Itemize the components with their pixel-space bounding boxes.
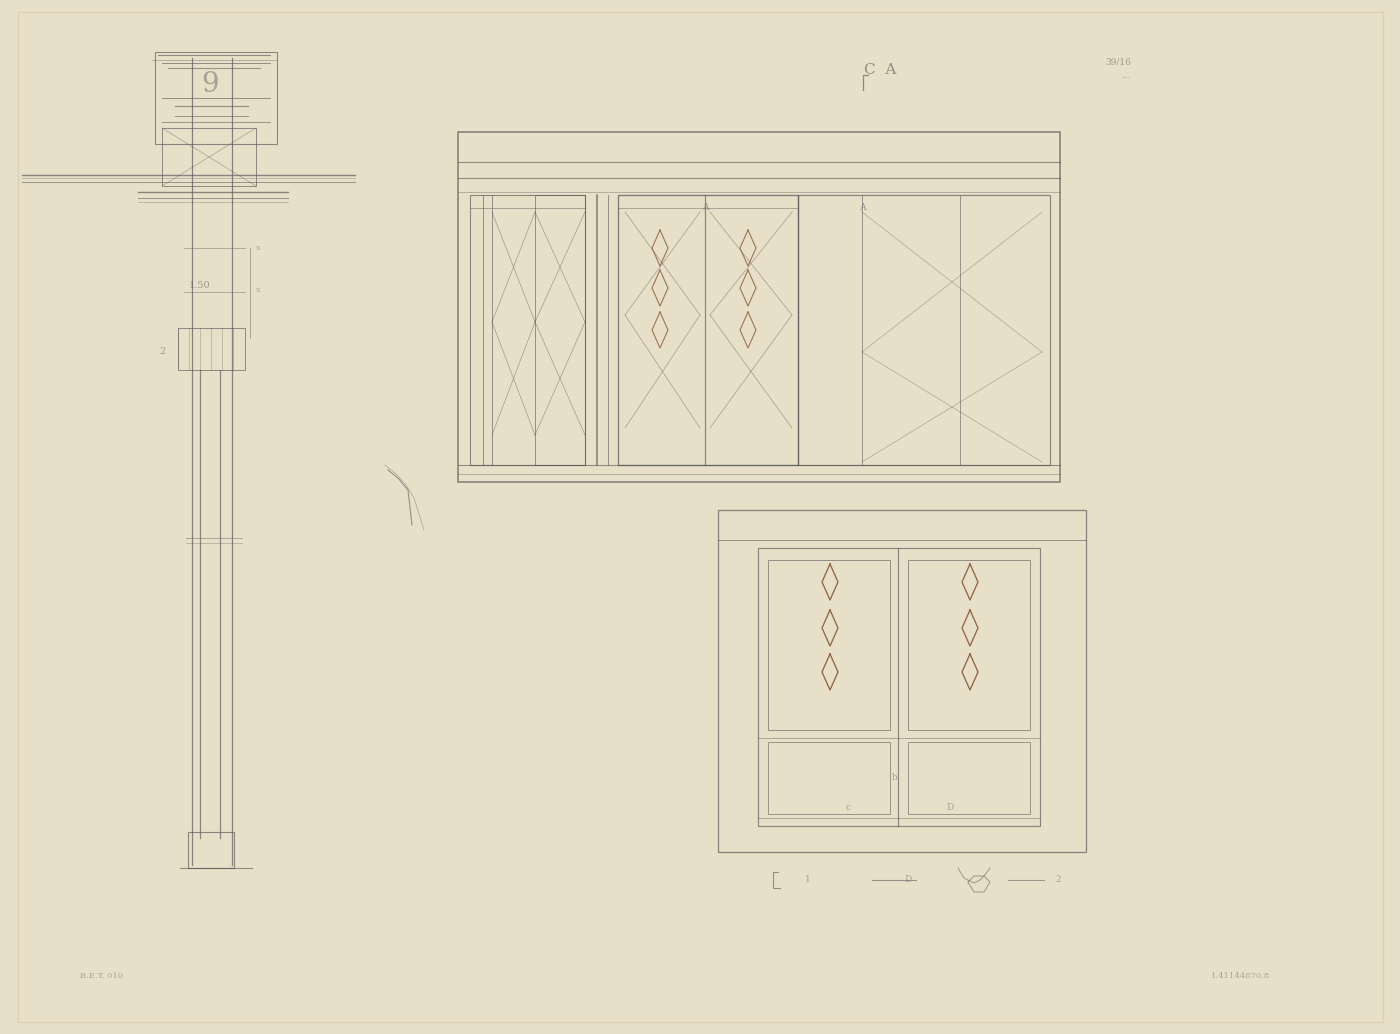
Text: x: x	[256, 244, 260, 252]
Text: b: b	[892, 773, 897, 783]
Text: A: A	[858, 204, 865, 213]
Text: ...: ...	[1120, 71, 1130, 81]
Text: 1.50: 1.50	[189, 280, 211, 290]
Text: x: x	[256, 286, 260, 294]
Bar	[757, 548, 1040, 826]
Text: 1: 1	[805, 876, 811, 884]
Bar	[178, 328, 245, 370]
Text: 2: 2	[1056, 876, 1061, 884]
Text: B.E.T. 010: B.E.T. 010	[80, 972, 123, 980]
Bar	[617, 195, 798, 465]
Bar	[909, 742, 1030, 814]
Bar	[769, 560, 890, 730]
Text: C  A: C A	[864, 63, 896, 77]
Text: c: c	[846, 803, 851, 813]
Bar	[470, 195, 585, 465]
Bar	[155, 52, 277, 144]
Bar	[769, 742, 890, 814]
Text: 1.41144870.8: 1.41144870.8	[1211, 972, 1270, 980]
Text: 39/16: 39/16	[1105, 58, 1131, 66]
Text: 2: 2	[160, 347, 167, 357]
Text: 9: 9	[202, 71, 218, 98]
Bar	[188, 832, 234, 868]
Bar	[798, 195, 1050, 465]
Bar	[162, 128, 256, 186]
Bar	[718, 510, 1086, 852]
Text: D: D	[946, 803, 953, 813]
Bar	[535, 195, 585, 465]
Text: D: D	[904, 876, 911, 884]
Bar	[458, 132, 1060, 482]
Bar	[909, 560, 1030, 730]
Text: A: A	[701, 204, 708, 213]
